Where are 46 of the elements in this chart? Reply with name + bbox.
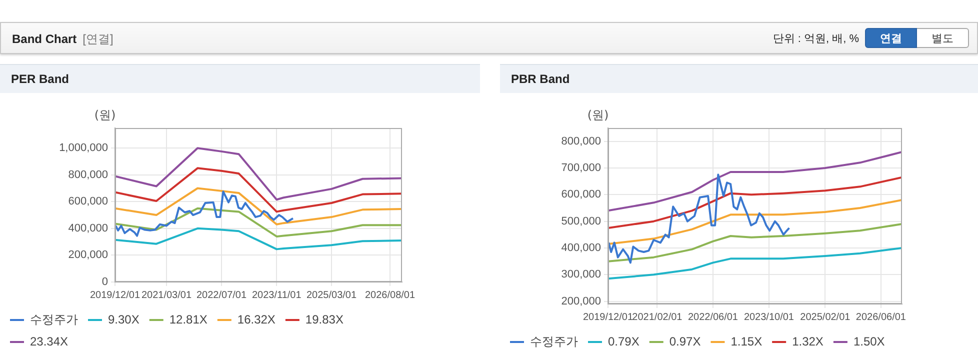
legend-label: 12.81X [169,312,208,326]
x-tick-label: 2026/06/01 [856,312,906,323]
legend-label: 0.97X [669,334,701,348]
y-tick-label: 600,000 [68,196,108,208]
text: [연결] [82,32,114,46]
x-tick-label: 2025/02/01 [800,312,851,323]
y-tick-label: 600,000 [561,188,601,201]
x-tick-label: 2022/06/01 [688,312,738,323]
y-axis-title: (원) [587,108,609,122]
x-tick-label: 2023/10/01 [744,312,794,323]
legend-label: 23.34X [30,334,68,348]
x-tick-label: 2019/12/01 [90,290,140,301]
y-tick-label: 700,000 [561,162,601,174]
y-tick-label: 200,000 [68,249,108,262]
x-tick-label: 2021/02/01 [632,312,683,323]
x-tick-label: 2026/08/01 [364,290,416,301]
legend-label: 19.83X [305,312,344,326]
text: 연결 [865,28,917,48]
text: 별도 [917,28,969,48]
text: Band Chart [12,32,77,46]
y-tick-label: 0 [102,276,108,288]
x-tick-label: 2022/07/01 [196,290,247,301]
x-tick-label: 2019/12/01 [582,312,634,323]
x-tick-label: 2025/03/01 [306,290,357,301]
legend-label: 1.32X [792,334,824,348]
y-tick-label: 1,000,000 [59,142,108,154]
y-tick-label: 500,000 [561,215,601,228]
y-axis-title: (원) [94,108,116,122]
y-tick-label: 800,000 [68,168,108,181]
y-tick-label: 800,000 [561,135,601,148]
legend-label: 수정주가 [30,312,78,326]
y-tick-label: 200,000 [561,295,601,308]
text: 단위 : 억원, 배, % [772,32,859,46]
chart-title: PER Band [0,64,480,93]
y-tick-label: 400,000 [68,222,108,234]
legend-label: 1.50X [853,334,885,348]
legend-label: 1.15X [730,334,762,348]
y-tick-label: 300,000 [561,268,601,281]
y-tick-label: 400,000 [561,242,601,254]
legend-label: 9.30X [108,312,140,326]
chart-title: PBR Band [500,64,978,93]
legend-label: 수정주가 [530,334,578,348]
x-tick-label: 2021/03/01 [141,290,192,301]
legend-label: 0.79X [608,334,640,348]
x-tick-label: 2023/11/01 [252,290,302,301]
legend-label: 16.32X [237,312,276,326]
